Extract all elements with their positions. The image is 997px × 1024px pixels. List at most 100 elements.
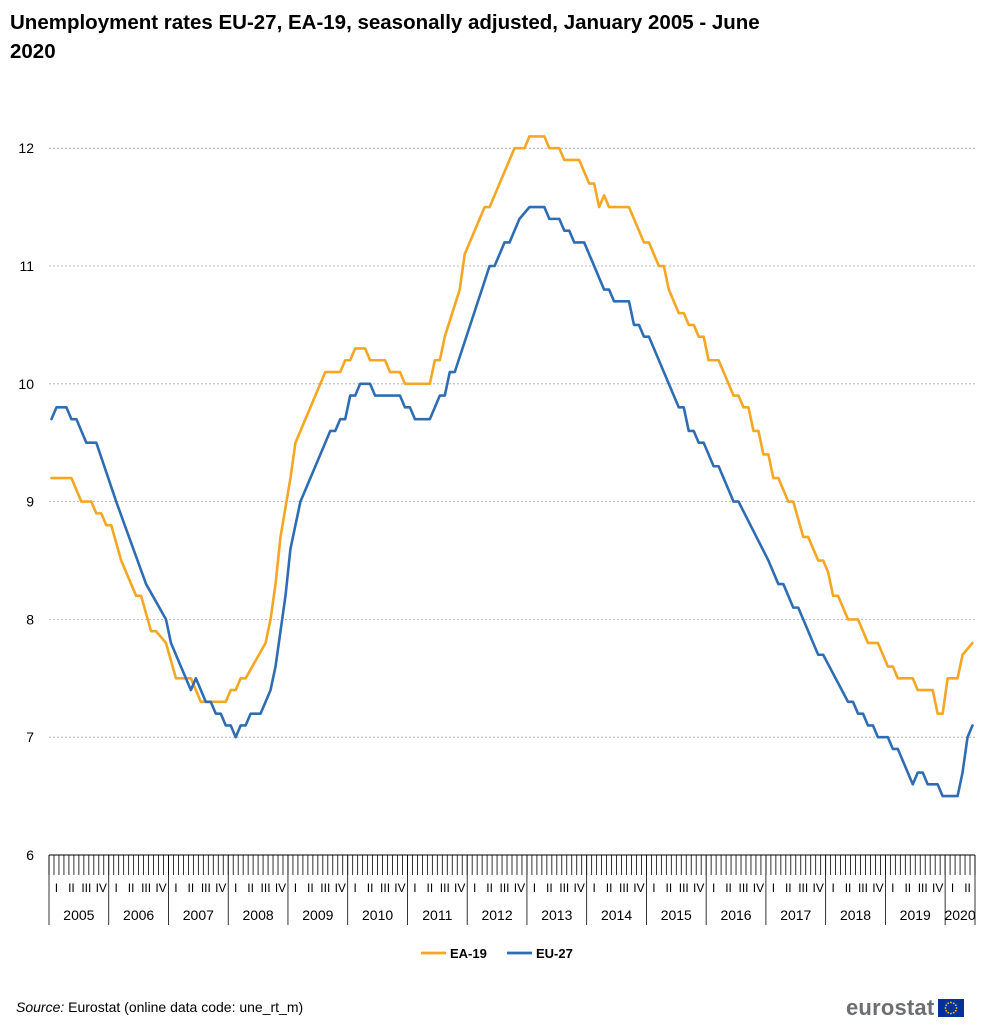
series-line-eu-27 <box>50 205 974 798</box>
quarter-label: II <box>904 881 911 895</box>
year-label: 2015 <box>661 907 692 923</box>
legend: EA-19 EU-27 <box>421 946 573 961</box>
flag-star <box>947 1011 950 1014</box>
quarter-label: IV <box>335 881 346 895</box>
y-tick-label: 6 <box>26 847 34 863</box>
quarter-label: IV <box>693 881 704 895</box>
quarter-label: II <box>486 881 493 895</box>
eurostat-logo: eurostat <box>846 995 965 1021</box>
year-label: 2010 <box>362 907 393 923</box>
quarter-label: IV <box>813 881 824 895</box>
y-tick-label: 12 <box>18 140 34 156</box>
quarter-label: II <box>367 881 374 895</box>
quarter-label: II <box>247 881 254 895</box>
quarter-label: I <box>533 881 536 895</box>
quarter-label: III <box>380 881 390 895</box>
quarter-label: I <box>951 881 954 895</box>
quarter-label: I <box>294 881 297 895</box>
quarter-label: I <box>234 881 237 895</box>
quarter-label: IV <box>932 881 943 895</box>
quarter-label: I <box>712 881 715 895</box>
legend-label-ea-19: EA-19 <box>450 946 487 961</box>
quarter-label: II <box>665 881 672 895</box>
quarter-label: II <box>128 881 135 895</box>
quarter-label: III <box>679 881 689 895</box>
year-label: 2011 <box>422 907 452 923</box>
quarter-label: I <box>473 881 476 895</box>
quarter-label: I <box>55 881 58 895</box>
quarter-label: IV <box>872 881 883 895</box>
quarter-label: IV <box>574 881 585 895</box>
year-label: 2020 <box>944 907 975 923</box>
logo-wordmark: eurostat <box>846 995 935 1020</box>
year-label: 2014 <box>601 907 632 923</box>
quarter-label: III <box>81 881 91 895</box>
legend-label-eu-27: EU-27 <box>536 946 573 961</box>
flag-star <box>953 1011 956 1014</box>
quarter-label: III <box>440 881 450 895</box>
y-tick-label: 11 <box>19 258 34 274</box>
quarter-label: I <box>772 881 775 895</box>
year-label: 2005 <box>63 907 94 923</box>
quarter-label: II <box>964 881 971 895</box>
quarter-label: III <box>141 881 151 895</box>
quarter-label: III <box>559 881 569 895</box>
quarter-label: III <box>619 881 629 895</box>
quarter-label: III <box>261 881 271 895</box>
flag-star <box>955 1004 958 1007</box>
quarter-label: I <box>831 881 834 895</box>
flag-star <box>956 1007 958 1009</box>
flag-star <box>955 1009 958 1012</box>
series-lines <box>50 135 974 798</box>
flag-star <box>945 1009 948 1012</box>
quarter-label: IV <box>394 881 405 895</box>
chart-title: Unemployment rates EU-27, EA-19, seasona… <box>10 11 760 63</box>
flag-star <box>945 1004 948 1007</box>
quarter-label: II <box>725 881 732 895</box>
year-label: 2017 <box>780 907 811 923</box>
quarter-label: III <box>201 881 211 895</box>
y-tick-label: 9 <box>26 494 34 510</box>
quarter-label: IV <box>753 881 764 895</box>
quarter-label: IV <box>155 881 166 895</box>
quarter-label: I <box>891 881 894 895</box>
quarter-label: I <box>652 881 655 895</box>
year-label: 2018 <box>840 907 871 923</box>
year-label: 2012 <box>481 907 512 923</box>
quarter-label: II <box>307 881 314 895</box>
quarter-label: II <box>606 881 613 895</box>
quarter-label: III <box>500 881 510 895</box>
quarter-label: IV <box>514 881 525 895</box>
source-label: Source: <box>16 999 65 1015</box>
year-label: 2009 <box>302 907 333 923</box>
source-text: Eurostat (online data code: une_rt_m) <box>64 999 304 1015</box>
y-axis-tick-labels: 6 7 8 9 10 11 12 <box>18 140 34 863</box>
eu-flag-icon <box>938 999 965 1017</box>
quarter-label: III <box>858 881 868 895</box>
quarter-label: I <box>592 881 595 895</box>
quarter-label: I <box>354 881 357 895</box>
year-label: 2008 <box>243 907 274 923</box>
quarter-label: IV <box>96 881 107 895</box>
quarter-label: I <box>115 881 118 895</box>
quarter-label: IV <box>633 881 644 895</box>
flag-star <box>950 1001 953 1004</box>
quarter-label: II <box>546 881 553 895</box>
y-tick-label: 8 <box>26 611 34 627</box>
flag-star <box>947 1002 950 1005</box>
year-label: 2007 <box>183 907 214 923</box>
quarter-label: II <box>845 881 852 895</box>
year-label: 2016 <box>720 907 751 923</box>
year-label: 2019 <box>900 907 931 923</box>
quarter-label: III <box>738 881 748 895</box>
series-line-ea-19 <box>50 135 974 715</box>
quarter-label: IV <box>215 881 226 895</box>
quarter-label: III <box>798 881 808 895</box>
year-label: 2006 <box>123 907 154 923</box>
quarter-label: II <box>188 881 195 895</box>
y-tick-label: 7 <box>26 729 34 745</box>
flag-star <box>945 1007 947 1009</box>
quarter-label: II <box>427 881 434 895</box>
